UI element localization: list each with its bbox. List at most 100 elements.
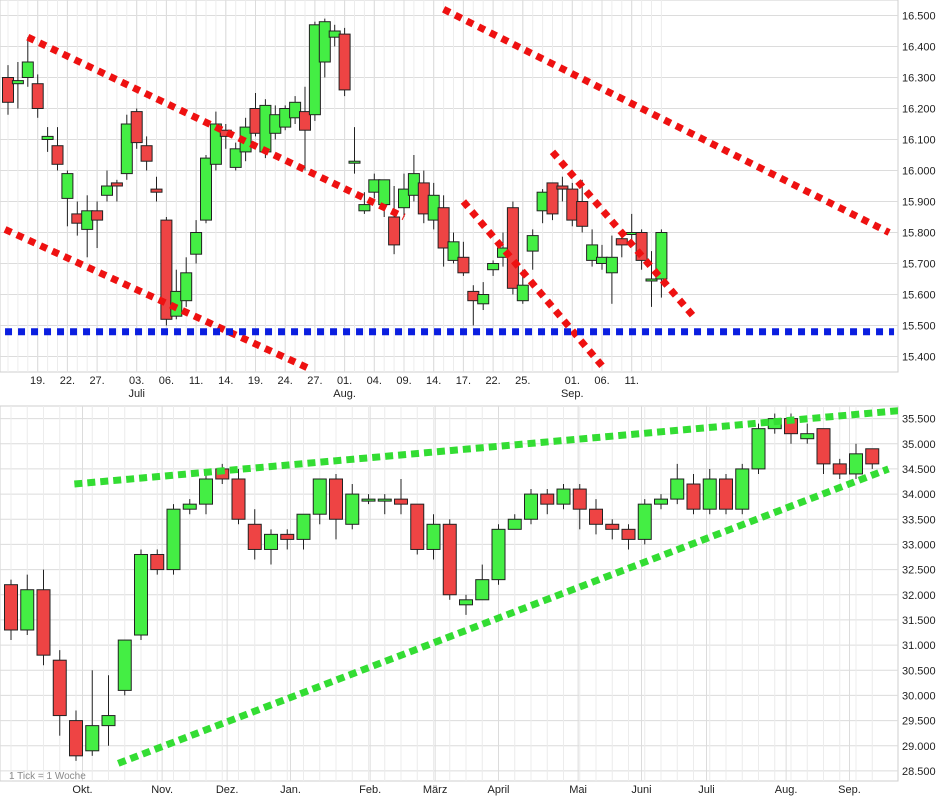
- x-tick-label: 11.: [189, 375, 203, 387]
- candle: [180, 257, 193, 307]
- candle: [457, 241, 470, 276]
- candle-body: [407, 173, 420, 196]
- candle-body: [91, 210, 104, 221]
- x-tick-label: 27.: [89, 375, 104, 387]
- candle-body: [20, 589, 35, 631]
- candle-body: [299, 111, 311, 131]
- candle-body: [101, 715, 116, 727]
- x-tick-label: März: [423, 784, 447, 796]
- x-tick-label: Feb.: [359, 784, 381, 796]
- candle-body: [427, 194, 440, 221]
- x-tick-label: 01.: [337, 375, 352, 387]
- candle-body: [524, 493, 538, 520]
- x-tick-label: 19.: [248, 375, 263, 387]
- candle-body: [11, 80, 24, 85]
- candle: [318, 18, 331, 78]
- candle: [4, 579, 18, 641]
- candle-body: [150, 553, 165, 571]
- candle: [637, 499, 652, 545]
- candle-body: [516, 284, 529, 302]
- candle: [182, 499, 197, 515]
- candle-body: [635, 232, 648, 261]
- candle-body: [816, 428, 831, 465]
- candle-body: [556, 488, 571, 505]
- candle: [586, 229, 599, 267]
- candle: [11, 62, 24, 109]
- x-tick-label: 14.: [218, 375, 233, 387]
- candle: [85, 670, 100, 756]
- candle: [20, 574, 35, 636]
- y-tick-label: 15.600: [902, 290, 936, 302]
- candle: [540, 489, 555, 515]
- candle-body: [61, 173, 74, 199]
- x-tick-label: 04.: [367, 375, 382, 387]
- trendlines-weekly: [74, 407, 898, 767]
- candle: [231, 468, 246, 525]
- candle: [312, 478, 327, 525]
- candle-body: [120, 123, 133, 175]
- candle-body: [586, 244, 599, 261]
- candle-body: [735, 468, 750, 510]
- candle: [199, 468, 213, 515]
- candle-body: [180, 272, 193, 302]
- candle: [280, 529, 295, 550]
- candle: [556, 176, 569, 202]
- candle-body: [182, 503, 197, 510]
- candle: [69, 710, 83, 761]
- candle: [605, 519, 620, 540]
- candle-body: [540, 493, 555, 505]
- candle: [507, 514, 522, 530]
- candle: [91, 201, 104, 248]
- candle: [459, 594, 473, 615]
- y-tick-label: 30.000: [902, 690, 936, 702]
- candles-daily: [2, 18, 668, 326]
- candle-body: [467, 290, 480, 302]
- candle-body: [686, 483, 701, 510]
- candle: [475, 564, 490, 601]
- x-tick-label: Juni: [631, 784, 651, 796]
- candle-body: [536, 191, 549, 212]
- plot-area: [0, 0, 899, 373]
- candle: [670, 463, 685, 505]
- candle-body: [556, 185, 569, 190]
- candle: [264, 529, 278, 565]
- candle-body: [526, 235, 539, 252]
- candle: [190, 220, 203, 264]
- tick-note: 1 Tick = 1 Woche: [9, 771, 86, 782]
- candle: [816, 428, 831, 474]
- candle: [526, 229, 539, 270]
- candle-body: [426, 523, 441, 550]
- y-tick-label: 33.000: [902, 539, 936, 551]
- candle: [279, 105, 292, 131]
- candle: [645, 251, 658, 307]
- upper-green-trend: [74, 407, 898, 488]
- candle-body: [2, 77, 14, 103]
- candle: [377, 494, 392, 515]
- candle: [348, 127, 361, 174]
- candle-body: [670, 478, 685, 500]
- candle-body: [457, 256, 470, 274]
- candle: [751, 423, 766, 474]
- candle-body: [280, 533, 295, 540]
- candle: [437, 195, 450, 267]
- x-tick-label: 06.: [594, 375, 609, 387]
- y-tick-label: 31.000: [902, 640, 936, 652]
- candle-body: [655, 232, 668, 280]
- candle-body: [596, 256, 608, 264]
- candle-body: [637, 503, 652, 540]
- candle-body: [140, 145, 153, 162]
- y-tick-label: 33.500: [902, 514, 936, 526]
- candle: [247, 509, 262, 560]
- mid-red-trend: [549, 149, 699, 322]
- y-tick-label: 15.400: [902, 352, 936, 364]
- candle-body: [41, 135, 54, 140]
- candle-body: [388, 216, 401, 246]
- y-tick-label: 16.300: [902, 73, 936, 85]
- candle-body: [645, 278, 658, 282]
- candle-body: [832, 463, 847, 475]
- candle-body: [546, 182, 559, 215]
- candle: [654, 494, 668, 510]
- y-tick-label: 15.800: [902, 228, 936, 240]
- candle: [442, 519, 457, 600]
